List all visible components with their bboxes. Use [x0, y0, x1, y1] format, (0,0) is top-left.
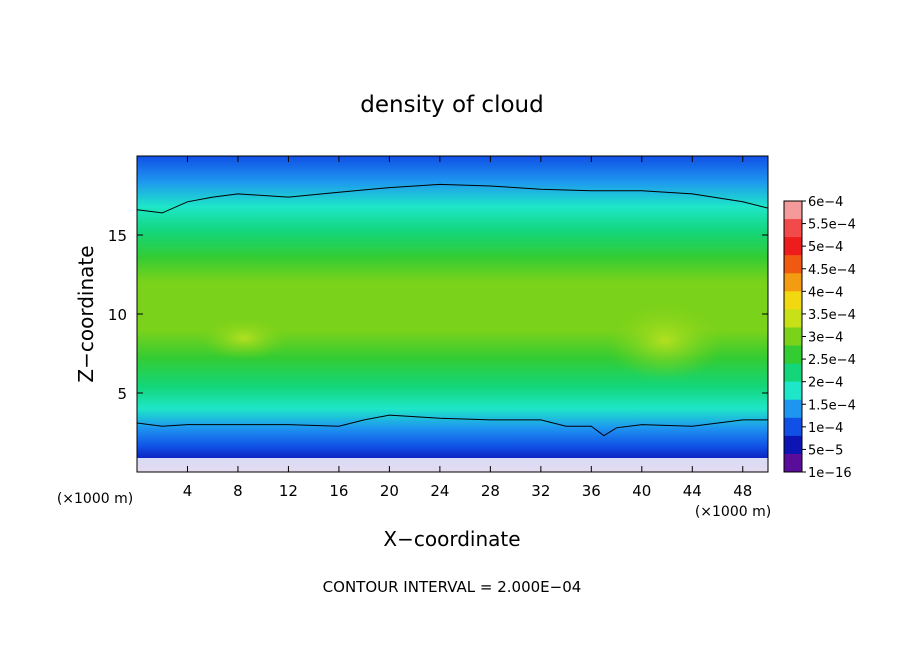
- ground-gap: [137, 458, 768, 472]
- x-tick-label: 8: [233, 482, 243, 500]
- colorbar-swatch: [784, 381, 802, 401]
- colorbar-swatch: [784, 219, 802, 238]
- contour-line-2: [137, 414, 768, 437]
- chart-title: density of cloud: [360, 92, 543, 118]
- x-tick-label: 16: [329, 482, 348, 500]
- colorbar-swatch: [784, 273, 802, 292]
- density-maximum-east: [605, 300, 725, 380]
- colorbar-label: 6e−4: [808, 195, 843, 210]
- colorbar-swatch: [784, 255, 802, 274]
- colorbar-label: 2.5e−4: [808, 353, 856, 368]
- y-axis-label: Z−coordinate: [74, 245, 98, 382]
- colorbar-label: 4e−4: [808, 285, 843, 300]
- colorbar-label: 5e−5: [808, 443, 843, 458]
- x-unit-left: (×1000 m): [57, 491, 133, 507]
- x-tick-label: 40: [632, 482, 651, 500]
- contour-lines: [137, 183, 768, 437]
- y-tick-label: 10: [108, 306, 127, 324]
- colorbar-swatch: [784, 363, 802, 383]
- x-tick-label: 36: [582, 482, 601, 500]
- y-axis: 5 10 15: [108, 227, 768, 403]
- colorbar-label: 3e−4: [808, 331, 843, 346]
- x-tick-label: 48: [733, 482, 752, 500]
- colorbar-swatch: [784, 417, 802, 437]
- colorbar-label: 1.5e−4: [808, 398, 856, 413]
- colorbar-label: 4.5e−4: [808, 263, 856, 278]
- colorbar-swatch: [784, 237, 802, 256]
- colorbar-swatch: [784, 453, 802, 473]
- y-tick-label: 15: [108, 227, 127, 245]
- x-tick-label: 20: [380, 482, 399, 500]
- colorbar-label: 3.5e−4: [808, 308, 856, 323]
- x-tick-label: 4: [183, 482, 193, 500]
- colorbar-swatch: [784, 201, 802, 220]
- contour-line-1: [137, 183, 768, 214]
- x-tick-label: 28: [481, 482, 500, 500]
- colorbar-swatch: [784, 309, 802, 328]
- colorbar-swatch: [784, 291, 802, 310]
- colorbar: 6e−4 5.5e−4 5e−4 4.5e−4 4e−4 3.5e−4 3e−4 2.5e−4…: [783, 195, 856, 481]
- colorbar-swatch: [784, 327, 802, 347]
- colorbar-swatch: [784, 345, 802, 365]
- x-tick-label: 12: [279, 482, 298, 500]
- colorbar-label: 1e−16: [808, 466, 852, 481]
- density-maximum-west: [199, 316, 289, 360]
- colorbar-swatch: [784, 435, 802, 455]
- x-unit-right: (×1000 m): [695, 504, 771, 520]
- x-tick-label: 32: [531, 482, 550, 500]
- x-tick-label: 44: [683, 482, 702, 500]
- colorbar-swatch: [784, 399, 802, 419]
- y-tick-label: 5: [117, 385, 127, 403]
- colorbar-label: 1e−4: [808, 421, 843, 436]
- plot-field: [137, 156, 768, 472]
- contour-interval-note: CONTOUR INTERVAL = 2.000E−04: [323, 578, 582, 596]
- colorbar-label: 5.5e−4: [808, 218, 856, 233]
- colorbar-label: 2e−4: [808, 376, 843, 391]
- x-axis-label: X−coordinate: [383, 527, 520, 551]
- x-tick-label: 24: [430, 482, 449, 500]
- colorbar-label: 5e−4: [808, 240, 843, 255]
- x-axis: 4 8 12 16 20 24 28 32 36 40 44 48: [183, 156, 752, 500]
